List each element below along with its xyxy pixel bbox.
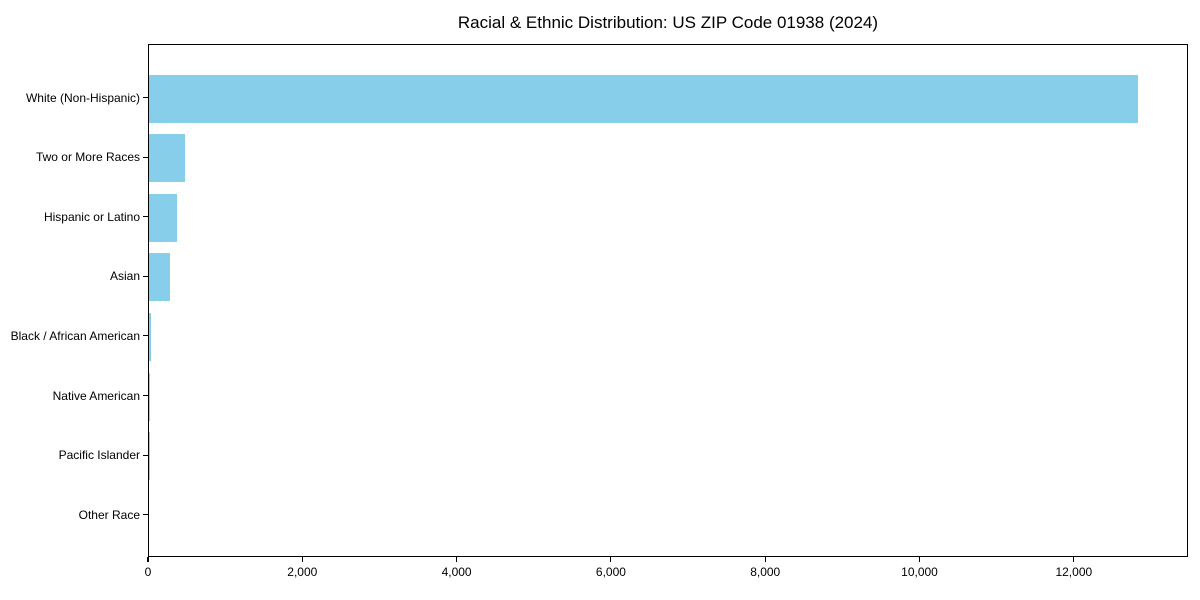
y-axis-label: Native American	[52, 388, 140, 403]
y-axis-label: Asian	[109, 269, 140, 284]
x-axis-tick-mark	[610, 557, 612, 562]
x-axis-tick-label: 10,000	[901, 565, 938, 579]
x-axis-tick-mark	[456, 557, 458, 562]
bar-white-non-hispanic	[149, 74, 1139, 123]
chart-title: Racial & Ethnic Distribution: US ZIP Cod…	[457, 13, 879, 32]
plot-area	[148, 44, 1188, 557]
y-axis-label: Black / African American	[10, 328, 140, 343]
x-axis-tick-label: 0	[144, 565, 152, 579]
bar-two-or-more-races	[149, 134, 186, 183]
x-axis-tick-mark	[147, 557, 149, 562]
y-axis-tick-mark	[143, 96, 148, 99]
x-axis-tick-label: 2,000	[287, 565, 318, 579]
y-axis-tick-mark	[143, 394, 148, 397]
y-axis-label: Other Race	[78, 507, 140, 522]
y-axis-label: Two or More Races	[35, 150, 140, 165]
y-axis-tick-mark	[143, 454, 148, 456]
y-axis-label: Pacific Islander	[58, 448, 140, 463]
bar-native-american	[149, 372, 150, 421]
x-axis-tick-mark	[1073, 557, 1075, 562]
y-axis-tick-mark	[143, 156, 148, 158]
y-axis-label: White (Non-Hispanic)	[25, 90, 140, 105]
y-axis-tick-mark	[143, 514, 148, 516]
bar-asian	[149, 253, 171, 302]
x-axis-tick-mark	[301, 557, 303, 562]
y-axis-tick-mark	[143, 216, 148, 218]
bar-hispanic-or-latino	[149, 193, 178, 242]
x-axis-tick-label: 8,000	[750, 565, 781, 579]
x-axis-tick-label: 6,000	[595, 565, 626, 579]
bar-black-african-american	[149, 312, 151, 361]
y-axis-label: Hispanic or Latino	[43, 209, 140, 224]
x-axis-tick-label: 4,000	[441, 565, 472, 579]
y-axis-tick-mark	[143, 335, 148, 337]
x-axis-tick-mark	[764, 557, 766, 562]
y-axis-tick-mark	[143, 275, 148, 277]
x-axis-tick-mark	[918, 557, 921, 562]
x-axis-tick-label: 12,000	[1055, 565, 1093, 579]
